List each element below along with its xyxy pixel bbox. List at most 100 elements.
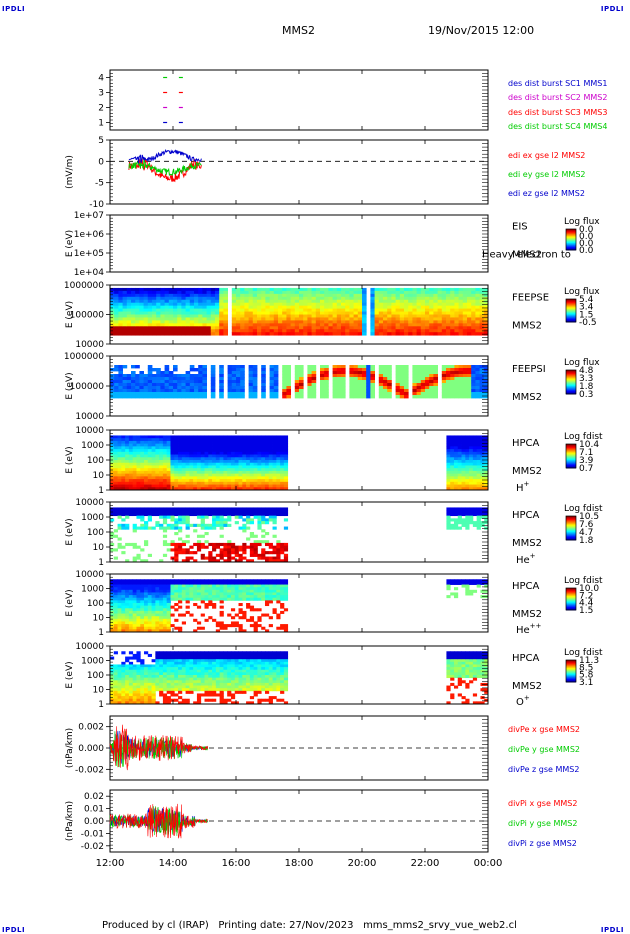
hpca-hepp-cell	[132, 600, 137, 604]
feepse-instrument-label: FEEPSE	[512, 293, 549, 304]
feepse-cell	[181, 308, 186, 312]
feepse-cell	[420, 287, 426, 292]
hpca-h-cell	[178, 440, 183, 445]
feepse-cell	[332, 299, 338, 304]
hpca-h-cell	[117, 487, 122, 491]
hpca-h-cell	[140, 449, 145, 453]
feepse-cell	[177, 305, 182, 309]
feepse-cell	[341, 293, 346, 298]
hpca-h-cell	[465, 443, 470, 447]
feepse-cell	[181, 296, 186, 301]
hpca-hepp-cell	[128, 597, 134, 601]
hpca-he-cell	[166, 512, 171, 517]
hpca-h-colorbar-swatch	[566, 466, 576, 468]
hpca-h-cell	[170, 443, 175, 447]
hpca-hepp-cell	[200, 600, 205, 604]
hpca-h-cell	[272, 481, 277, 485]
feepse-cell	[210, 332, 216, 336]
feepsi-cell	[240, 365, 245, 369]
feepse-cell	[210, 320, 216, 324]
hpca-he-cell	[238, 515, 243, 519]
hpca-he-cell	[257, 518, 262, 522]
hpca-he-cell	[117, 526, 122, 530]
feepse-cell	[345, 320, 350, 324]
hpca-hepp-cell	[144, 581, 149, 585]
hpca-h-cell	[246, 449, 251, 453]
hpca-hepp-cell	[219, 610, 224, 614]
hpca-he-cell	[174, 559, 179, 563]
hpca-h-cell	[457, 449, 462, 453]
hpca-h-colorbar-swatch	[566, 446, 576, 448]
hpca-hepp-cell	[196, 584, 202, 588]
hpca-he-colorbar-swatch	[566, 517, 576, 519]
hpca-h-cell	[257, 462, 262, 466]
hpca-h-cell	[117, 476, 122, 480]
hpca-hepp-cell	[151, 589, 156, 593]
hpca-h-cell	[128, 470, 134, 475]
hpca-h-cell	[450, 457, 455, 461]
feepsi-cell	[294, 377, 300, 381]
feepse-cell	[194, 329, 199, 333]
feepsi-cell	[307, 392, 312, 396]
feepsi-cell	[194, 374, 199, 378]
hpca-he-cell	[257, 523, 262, 527]
feepsi-cell	[429, 380, 434, 384]
hpca-h-cell	[253, 451, 258, 455]
feepsi-cell	[433, 389, 438, 393]
feepse-cell	[135, 317, 140, 321]
hpca-h-cell	[166, 454, 171, 458]
feepse-cell	[282, 287, 287, 292]
hpca-h-cell	[219, 481, 224, 485]
feepse-cell	[168, 323, 174, 327]
hpca-hepp-cell	[132, 597, 137, 601]
hpca-h-cell	[230, 465, 236, 469]
hpca-h-cell	[178, 487, 183, 491]
feepse-cell	[194, 308, 199, 312]
feepse-cell	[139, 314, 144, 318]
hpca-h-cell	[280, 440, 285, 445]
feepse-cell	[261, 314, 266, 318]
feepse-cell	[139, 305, 144, 309]
hpca-he-cell	[257, 521, 262, 525]
feepse-cell	[332, 305, 338, 309]
hpca-hepp-cell	[204, 618, 209, 622]
hpca-hepp-cell	[155, 595, 160, 599]
hpca-he-cell	[185, 512, 190, 517]
feepse-cell	[240, 323, 245, 327]
burst-frame	[109, 69, 489, 131]
hpca-he-cell	[121, 510, 126, 514]
feepse-cell	[215, 308, 220, 312]
feepse-cell	[307, 329, 312, 333]
hpca-h-cell	[181, 476, 186, 480]
hpca-hepp-cell	[215, 584, 221, 588]
hpca-h-cell	[147, 484, 152, 488]
hpca-hepp-cell	[170, 613, 175, 617]
hpca-h-cell	[246, 454, 251, 458]
feepsi-cell	[135, 392, 140, 396]
hpca-h-cell	[446, 487, 451, 491]
hpca-hepp-cell	[170, 595, 175, 599]
hpca-hepp-cell	[174, 579, 179, 583]
feepsi-cell	[320, 371, 325, 375]
feepse-cell	[412, 323, 417, 327]
feepse-cell	[458, 305, 464, 309]
feepsi-cell	[378, 371, 384, 375]
feepse-cell	[177, 314, 182, 318]
hpca-he-cell	[128, 542, 134, 547]
feepse-cell	[320, 299, 325, 304]
hpca-hepp-cell	[181, 621, 186, 625]
feepse-cell	[219, 305, 224, 309]
hpca-hepp-cell	[125, 584, 130, 588]
feepse-cell	[467, 320, 472, 324]
feepse-cell	[206, 323, 212, 327]
feepse-cell	[345, 332, 350, 336]
hpca-hepp-cell	[196, 592, 202, 596]
feepse-cell	[131, 320, 136, 324]
feepse-cell	[324, 290, 329, 295]
hpca-hepp-cell	[155, 618, 160, 622]
hpca-h-cell	[469, 470, 474, 475]
hpca-hepp-cell	[151, 613, 156, 617]
feepsi-cell	[395, 374, 401, 378]
feepse-cell	[391, 287, 396, 292]
hpca-h-cell	[200, 446, 205, 450]
